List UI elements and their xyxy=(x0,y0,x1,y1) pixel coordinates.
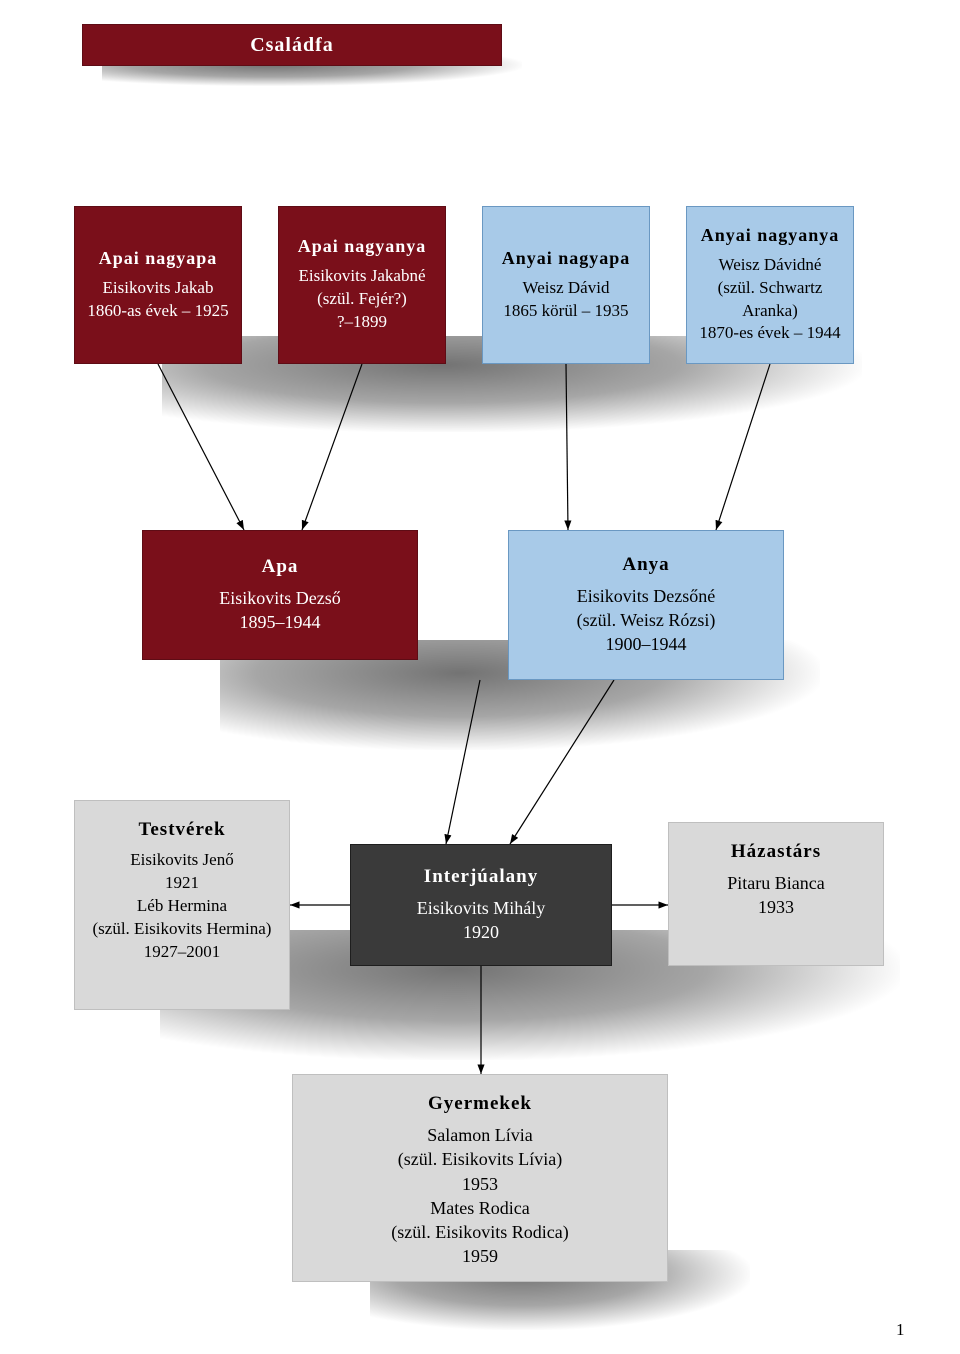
node-title: Apai nagyapa xyxy=(99,248,218,269)
node-body: Eisikovits Dezső1895–1944 xyxy=(219,586,341,635)
node-body: Eisikovits Jakabné(szül. Fejér?)?–1899 xyxy=(298,265,425,334)
node-body: Eisikovits Jakab1860-as évek – 1925 xyxy=(87,277,228,323)
node-body: Eisikovits Jenő1921Léb Hermina(szül. Eis… xyxy=(93,849,272,964)
node-title: Anyai nagyapa xyxy=(502,248,631,269)
node-body: Weisz Dávid1865 körül – 1935 xyxy=(503,277,628,323)
node-interjualany: Interjúalany Eisikovits Mihály1920 xyxy=(350,844,612,966)
node-body: Eisikovits Dezsőné(szül. Weisz Rózsi)190… xyxy=(577,584,716,657)
node-body: Eisikovits Mihály1920 xyxy=(417,896,546,945)
title-label: Családfa xyxy=(250,34,334,57)
node-title: Interjúalany xyxy=(424,866,538,888)
node-apa: Apa Eisikovits Dezső1895–1944 xyxy=(142,530,418,660)
node-body: Salamon Lívia(szül. Eisikovits Lívia)195… xyxy=(391,1123,568,1269)
node-testverek: Testvérek Eisikovits Jenő1921Léb Hermina… xyxy=(74,800,290,1010)
node-hazastars: Házastárs Pitaru Bianca1933 xyxy=(668,822,884,966)
node-title: Anyai nagyanya xyxy=(701,225,840,246)
node-title: Testvérek xyxy=(138,819,225,841)
node-title: Házastárs xyxy=(731,841,821,863)
node-apai-nagyapa: Apai nagyapa Eisikovits Jakab1860-as éve… xyxy=(74,206,242,364)
node-title: Apa xyxy=(262,556,299,578)
node-body: Weisz Dávidné(szül. Schwartz Aranka)1870… xyxy=(697,254,843,346)
node-anya: Anya Eisikovits Dezsőné(szül. Weisz Rózs… xyxy=(508,530,784,680)
node-title: Apai nagyanya xyxy=(298,236,427,257)
node-anyai-nagyapa: Anyai nagyapa Weisz Dávid1865 körül – 19… xyxy=(482,206,650,364)
node-title: Gyermekek xyxy=(428,1093,532,1115)
node-apai-nagyanya: Apai nagyanya Eisikovits Jakabné(szül. F… xyxy=(278,206,446,364)
page-number: 1 xyxy=(896,1320,905,1340)
node-gyermekek: Gyermekek Salamon Lívia(szül. Eisikovits… xyxy=(292,1074,668,1282)
title-box: Családfa xyxy=(82,24,502,66)
node-title: Anya xyxy=(622,554,669,576)
node-body: Pitaru Bianca1933 xyxy=(727,871,824,920)
node-anyai-nagyanya: Anyai nagyanya Weisz Dávidné(szül. Schwa… xyxy=(686,206,854,364)
